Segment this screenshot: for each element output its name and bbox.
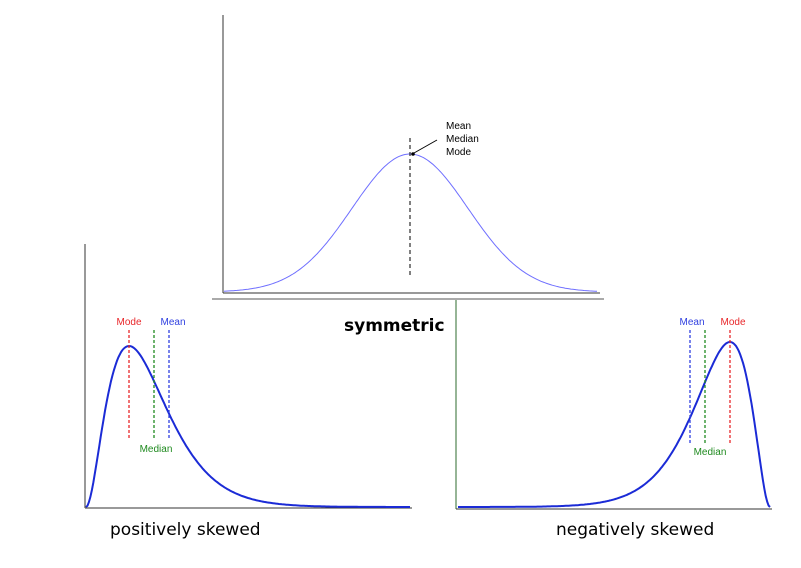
negative-panel: Mean Median Mode — [455, 300, 772, 510]
annotation-median-label: Median — [446, 134, 479, 145]
positive-mean-label: Mean — [160, 317, 185, 328]
negative-caption: negatively skewed — [556, 520, 715, 540]
symmetric-caption: symmetric — [344, 316, 445, 336]
negative-mean-label: Mean — [679, 317, 704, 328]
positive-mode-label: Mode — [116, 317, 141, 328]
positive-median-label: Median — [140, 444, 173, 455]
annotation-pointer — [413, 139, 438, 154]
positive-curve — [85, 344, 410, 508]
annotation-mode-label: Mode — [446, 147, 471, 158]
annotation-mean-label: Mean — [446, 121, 471, 132]
symmetric-peak-dot — [411, 152, 415, 156]
negative-median-label: Median — [694, 447, 727, 458]
symmetric-panel: Mean Median Mode — [212, 15, 604, 300]
positive-caption: positively skewed — [110, 520, 261, 540]
negative-mode-label: Mode — [720, 317, 745, 328]
negative-curve — [458, 340, 771, 508]
positive-panel: Mode Median Mean — [84, 244, 412, 509]
